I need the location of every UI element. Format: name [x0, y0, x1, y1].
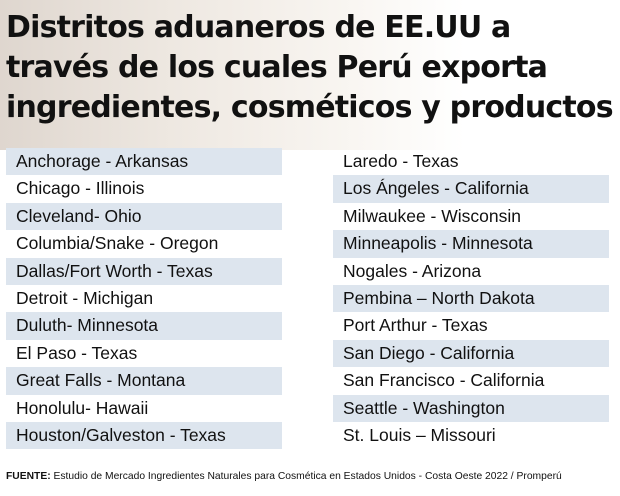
list-item: San Diego - California	[333, 339, 609, 368]
list-item: Columbia/Snake - Oregon	[16, 233, 219, 254]
list-item: San Francisco - California	[343, 370, 545, 391]
list-item: Cleveland- Ohio	[6, 202, 282, 231]
page-title: Distritos aduaneros de EE.UU a través de…	[6, 10, 614, 125]
list-item: Port Arthur - Texas	[343, 315, 488, 336]
list-item: Houston/Galveston - Texas	[6, 421, 282, 450]
left-district-list: Anchorage - Arkansas Chicago - Illinois …	[6, 148, 282, 450]
list-item: El Paso - Texas	[16, 342, 138, 363]
list-item: Great Falls - Montana	[6, 367, 282, 395]
list-item: Chicago - Illinois	[16, 178, 145, 199]
list-item: Los Ángeles - California	[333, 175, 609, 203]
list-item: Milwaukee - Wisconsin	[343, 205, 521, 226]
list-item: Minneapolis - Minnesota	[333, 230, 609, 258]
right-district-list: Laredo - Texas Los Ángeles - California …	[333, 148, 609, 449]
list-item: Seattle - Washington	[333, 394, 609, 422]
source-label: FUENTE:	[6, 471, 51, 482]
list-item: Duluth- Minnesota	[6, 312, 282, 340]
list-item: Anchorage - Arkansas	[6, 148, 282, 176]
list-item: Pembina – North Dakota	[333, 284, 609, 313]
source-note: FUENTE: Estudio de Mercado Ingredientes …	[6, 469, 618, 485]
list-item: St. Louis – Missouri	[343, 424, 496, 445]
source-text: Estudio de Mercado Ingredientes Naturale…	[50, 471, 562, 482]
list-item: Laredo - Texas	[343, 151, 459, 171]
list-item: Honolulu- Hawaii	[16, 397, 149, 418]
list-item: Nogales - Arizona	[343, 260, 482, 281]
header-background	[0, 0, 620, 150]
list-item: Detroit - Michigan	[16, 287, 154, 308]
list-item: Dallas/Fort Worth - Texas	[6, 257, 282, 285]
